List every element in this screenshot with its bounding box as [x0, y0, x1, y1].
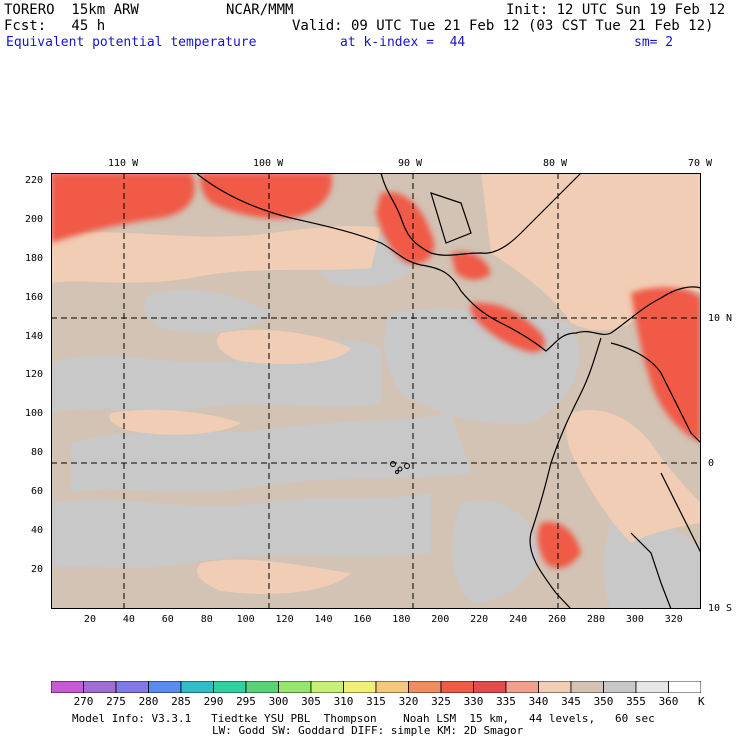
colorbar-tick-label: 335 — [496, 695, 516, 708]
lon-label-70w: 70 W — [688, 158, 713, 169]
colorbar-swatch — [505, 681, 539, 693]
colorbar-swatch — [245, 681, 279, 693]
colorbar-swatch — [375, 681, 409, 693]
colorbar-swatch — [310, 681, 344, 693]
colorbar-tick-label: 310 — [333, 695, 354, 708]
x-tick-label: 120 — [275, 614, 294, 625]
y-tick-label: 160 — [25, 291, 44, 303]
x-tick-label: 220 — [470, 614, 489, 625]
colorbar-swatch — [473, 681, 507, 693]
coastlines — [195, 173, 701, 609]
colorbar-swatch — [408, 681, 442, 693]
colorbar-tick-label: 300 — [268, 695, 289, 708]
colorbar-swatch — [538, 681, 572, 693]
init-time: Init: 12 UTC Sun 19 Feb 12 — [506, 2, 726, 18]
colorbar-tick-label: 330 — [463, 695, 484, 708]
lat-label-0: 0 — [708, 458, 715, 469]
colorbar-tick-label: 280 — [138, 695, 159, 708]
colorbar-unit: K — [698, 695, 705, 708]
colorbar-tick-label: 315 — [366, 695, 386, 708]
x-tick-label: 160 — [353, 614, 372, 625]
colorbar-swatch — [115, 681, 149, 693]
x-tick-label: 20 — [83, 614, 96, 625]
lon-label-100w: 100 W — [253, 158, 284, 169]
colorbar-tick-label: 320 — [398, 695, 419, 708]
valid-time: Valid: 09 UTC Tue 21 Feb 12 (03 CST Tue … — [292, 18, 714, 34]
x-tick-label: 100 — [236, 614, 255, 625]
x-tick-label: 280 — [586, 614, 605, 625]
colorbar-swatch — [213, 681, 247, 693]
x-tick-label: 320 — [664, 614, 683, 625]
colorbar-swatch — [570, 681, 604, 693]
forecast-hour: Fcst: 45 h — [4, 18, 106, 34]
y-tick-label: 60 — [31, 486, 44, 498]
x-tick-label: 200 — [431, 614, 450, 625]
y-tick-label: 120 — [25, 369, 44, 381]
colorbar — [51, 681, 701, 693]
colorbar-swatch — [51, 681, 84, 693]
colorbar-swatch — [668, 681, 701, 693]
colorbar-tick-label: 350 — [593, 695, 614, 708]
colorbar-tick-label: 290 — [203, 695, 224, 708]
graticule — [51, 173, 701, 609]
map-frame — [51, 173, 701, 609]
lon-label-90w: 90 W — [398, 158, 423, 169]
colorbar-swatch — [440, 681, 474, 693]
colorbar-tick-label: 345 — [561, 695, 581, 708]
x-tick-label: 40 — [122, 614, 135, 625]
colorbar-swatch — [635, 681, 669, 693]
colorbar-tick-label: 325 — [431, 695, 451, 708]
colorbar-swatch — [180, 681, 214, 693]
model-name: TORERO 15km ARW — [4, 2, 139, 18]
colorbar-swatch — [603, 681, 637, 693]
y-tick-label: 80 — [31, 447, 44, 459]
model-info-line2: LW: Godd SW: Goddard DIFF: simple KM: 2D… — [212, 724, 524, 737]
field-name: Equivalent potential temperature — [6, 35, 257, 50]
lat-label-10s: 10 S — [708, 603, 733, 614]
y-tick-label: 40 — [31, 525, 44, 537]
colorbar-swatch — [83, 681, 117, 693]
x-tick-label: 60 — [161, 614, 174, 625]
colorbar-tick-label: 285 — [171, 695, 191, 708]
x-tick-label: 300 — [625, 614, 644, 625]
x-tick-label: 80 — [200, 614, 213, 625]
y-tick-label: 180 — [25, 252, 44, 264]
center-name: NCAR/MMM — [226, 2, 294, 18]
colorbar-tick-label: 270 — [73, 695, 94, 708]
colorbar-swatch — [343, 681, 377, 693]
level-info: at k-index = 44 — [340, 35, 466, 50]
x-tick-label: 140 — [314, 614, 333, 625]
colorbar-tick-label: 295 — [236, 695, 256, 708]
galapagos-islands — [390, 461, 410, 474]
y-tick-label: 20 — [31, 564, 44, 576]
colorbar-swatch — [278, 681, 312, 693]
colorbar-tick-label: 355 — [626, 695, 646, 708]
lon-label-110w: 110 W — [108, 158, 139, 169]
equivalent-potential-temperature-map — [51, 173, 701, 609]
lat-label-10n: 10 N — [708, 313, 733, 324]
lon-label-80w: 80 W — [543, 158, 568, 169]
y-tick-label: 140 — [25, 330, 44, 342]
smoothing-info: sm= 2 — [634, 35, 674, 50]
x-tick-label: 180 — [392, 614, 411, 625]
field-red-zones — [51, 173, 701, 569]
y-tick-label: 200 — [25, 213, 44, 225]
colorbar-tick-label: 305 — [301, 695, 321, 708]
colorbar-tick-label: 360 — [658, 695, 679, 708]
x-tick-label: 260 — [547, 614, 567, 625]
model-info-line1: Model Info: V3.3.1 Tiedtke YSU PBL Thomp… — [72, 712, 655, 725]
x-tick-label: 240 — [509, 614, 528, 625]
y-tick-label: 220 — [25, 174, 44, 186]
colorbar-swatch — [148, 681, 182, 693]
colorbar-tick-label: 340 — [528, 695, 549, 708]
y-tick-label: 100 — [25, 408, 44, 420]
colorbar-tick-label: 275 — [106, 695, 126, 708]
